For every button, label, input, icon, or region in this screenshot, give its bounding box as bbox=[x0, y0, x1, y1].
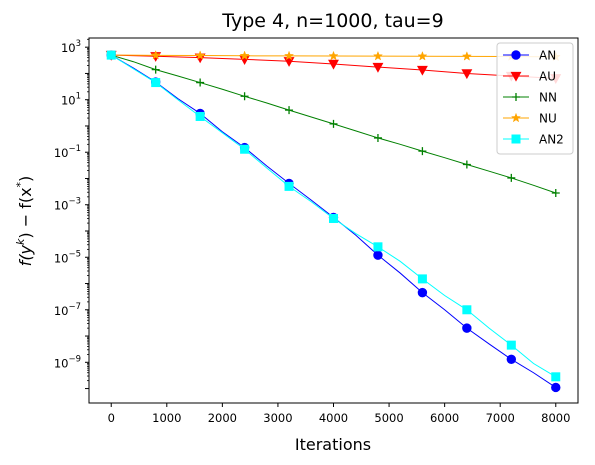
data-point-nu bbox=[417, 50, 428, 61]
data-point-an2 bbox=[151, 78, 161, 88]
data-point-nn bbox=[240, 92, 249, 101]
data-point-nn bbox=[507, 173, 516, 182]
data-point-an bbox=[417, 287, 428, 298]
legend-marker-au bbox=[510, 71, 522, 82]
data-point-an2 bbox=[417, 274, 427, 284]
series-layer bbox=[105, 49, 562, 393]
y-tick-label-base: 10 bbox=[54, 304, 69, 318]
data-point-nu bbox=[372, 50, 384, 61]
y-tick-label: 10−3 bbox=[54, 197, 81, 213]
data-point-an bbox=[373, 250, 383, 260]
y-tick-label-exponent: −7 bbox=[68, 302, 81, 312]
y-tick-label-base: 10 bbox=[54, 199, 69, 213]
y-axis-label-superscript: k bbox=[14, 238, 27, 245]
x-tick-label: 0 bbox=[108, 411, 115, 425]
legend-label-au: AU bbox=[539, 70, 556, 84]
legend-label-nn: NN bbox=[539, 91, 557, 105]
y-tick-label: 101 bbox=[61, 92, 81, 108]
x-tick-label: 6000 bbox=[430, 411, 459, 425]
data-point-au bbox=[461, 69, 473, 80]
data-point-an2 bbox=[284, 181, 294, 191]
data-point-nn bbox=[373, 133, 382, 142]
x-tick-label: 2000 bbox=[208, 411, 237, 425]
x-tick-label: 7000 bbox=[486, 411, 515, 425]
legend-marker-an2 bbox=[511, 134, 521, 144]
data-point-nn bbox=[329, 119, 338, 128]
y-axis-label-part: ) bbox=[16, 176, 35, 182]
y-tick-label-base: 10 bbox=[54, 356, 69, 370]
y-tick-label-exponent: 3 bbox=[76, 39, 81, 49]
y-tick-label-exponent: −5 bbox=[68, 249, 81, 259]
data-point-nn bbox=[462, 160, 471, 169]
x-tick-label: 1000 bbox=[152, 411, 181, 425]
x-axis-label: Iterations bbox=[295, 435, 371, 454]
data-point-an2 bbox=[506, 340, 516, 350]
data-point-nn bbox=[285, 106, 294, 115]
data-point-an bbox=[551, 382, 561, 393]
data-point-an2 bbox=[329, 213, 338, 223]
data-point-an2 bbox=[240, 144, 250, 154]
legend-box bbox=[496, 42, 574, 155]
data-point-nn bbox=[151, 65, 160, 74]
y-axis-label-part: ) − f(x bbox=[16, 187, 35, 238]
x-tick-label: 8000 bbox=[541, 411, 570, 425]
legend: AN AU NN NU AN2 bbox=[496, 42, 574, 155]
y-tick-label-exponent: −1 bbox=[68, 144, 81, 154]
legend-label-nu: NU bbox=[539, 112, 557, 126]
data-point-an2 bbox=[373, 242, 383, 252]
x-tick-label: 4000 bbox=[319, 411, 348, 425]
data-point-nn bbox=[418, 147, 427, 156]
y-tick-label-base: 10 bbox=[54, 251, 69, 265]
x-axis: 0 1000 2000 3000 4000 5000 6000 7000 8000 bbox=[108, 403, 570, 425]
data-point-nu bbox=[461, 51, 472, 61]
y-tick-label-exponent: −9 bbox=[68, 354, 81, 364]
data-point-au bbox=[328, 59, 339, 70]
series-an2 bbox=[106, 50, 561, 382]
y-tick-label-exponent: 1 bbox=[76, 92, 81, 102]
y-axis-label-part: f(y bbox=[16, 244, 35, 266]
y-tick-label: 103 bbox=[61, 39, 81, 55]
x-tick-label: 5000 bbox=[374, 411, 403, 425]
data-point-an bbox=[506, 354, 517, 365]
y-tick-label: 10−9 bbox=[54, 354, 81, 370]
data-point-nu bbox=[239, 50, 250, 61]
data-point-nn bbox=[196, 78, 205, 87]
x-tick-label: 3000 bbox=[263, 411, 292, 425]
y-tick-label: 10−7 bbox=[54, 302, 81, 318]
legend-label-an2: AN2 bbox=[539, 133, 564, 147]
data-point-nu bbox=[283, 50, 295, 61]
data-point-an2 bbox=[195, 111, 205, 121]
data-point-an2 bbox=[106, 50, 116, 60]
data-point-nu bbox=[195, 50, 206, 60]
data-point-an2 bbox=[551, 372, 561, 382]
legend-label-an: AN bbox=[539, 49, 556, 63]
y-tick-label-base: 10 bbox=[61, 94, 76, 108]
y-tick-label-base: 10 bbox=[54, 146, 69, 160]
legend-marker-an bbox=[511, 50, 521, 60]
y-tick-label: 10−5 bbox=[54, 249, 81, 265]
data-point-au bbox=[372, 62, 384, 73]
data-point-an bbox=[462, 323, 472, 333]
data-point-au bbox=[416, 65, 428, 76]
y-tick-label: 10−1 bbox=[54, 144, 81, 160]
data-point-nu bbox=[150, 49, 161, 60]
legend-marker-nn bbox=[512, 93, 520, 101]
data-point-an2 bbox=[462, 305, 472, 315]
y-tick-label-exponent: −3 bbox=[68, 197, 81, 207]
legend-marker-nu bbox=[510, 112, 522, 123]
data-point-nu bbox=[328, 50, 339, 61]
data-point-nn bbox=[551, 189, 560, 198]
y-axis-label-superscript: * bbox=[14, 181, 27, 187]
y-tick-label-base: 10 bbox=[61, 41, 76, 55]
y-axis-label: f(yk) − f(x*) bbox=[14, 176, 35, 267]
chart-title: Type 4, n=1000, tau=9 bbox=[221, 10, 443, 32]
